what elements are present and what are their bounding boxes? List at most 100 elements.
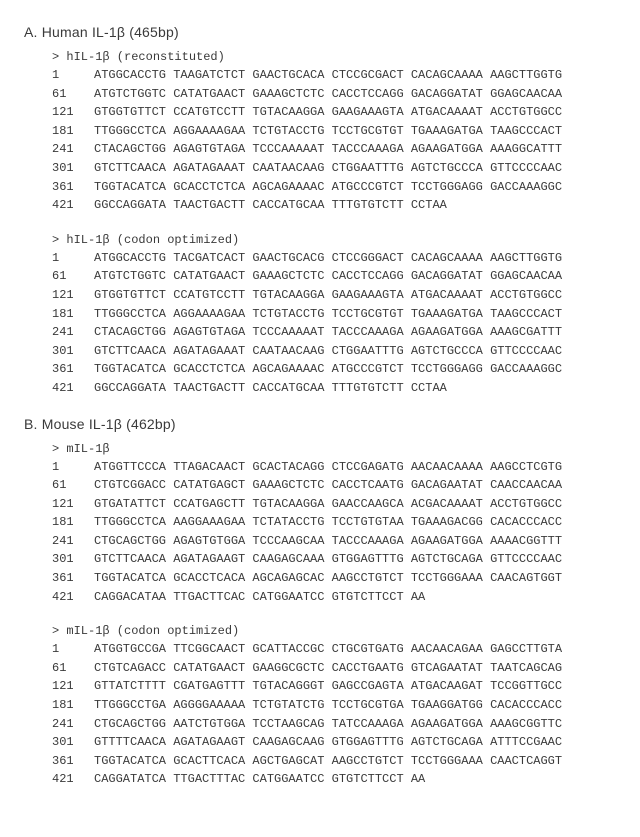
sequence-text: TGGTACATCA GCACCTCTCA AGCAGAAAAC ATGCCCG… — [94, 180, 562, 194]
sequence-text: ATGGCACCTG TACGATCACT GAACTGCACG CTCCGGG… — [94, 251, 562, 265]
sequence-position: 361 — [52, 178, 94, 197]
sequence-row: 301GTCTTCAACA AGATAGAAGT CAAGAGCAAA GTGG… — [52, 550, 616, 569]
sequence-text: TTGGGCCTCA AAGGAAAGAA TCTATACCTG TCCTGTG… — [94, 515, 562, 529]
sequence-text: TGGTACATCA GCACTTCACA AGCTGAGCAT AAGCCTG… — [94, 754, 562, 768]
sequence-position: 121 — [52, 677, 94, 696]
sequence-position: 361 — [52, 569, 94, 588]
sequence-position: 61 — [52, 476, 94, 495]
sequence-position: 421 — [52, 196, 94, 215]
sequence-text: ATGGCACCTG TAAGATCTCT GAACTGCACA CTCCGCG… — [94, 68, 562, 82]
sequence-text: CTGCAGCTGG AATCTGTGGA TCCTAAGCAG TATCCAA… — [94, 717, 562, 731]
sequence-row: 241CTACAGCTGG AGAGTGTAGA TCCCAAAAAT TACC… — [52, 323, 616, 342]
sequence-row: 181TTGGGCCTCA AGGAAAAGAA TCTGTACCTG TCCT… — [52, 122, 616, 141]
sequence-text: CTGCAGCTGG AGAGTGTGGA TCCCAAGCAA TACCCAA… — [94, 534, 562, 548]
sequence-text: ATGTCTGGTC CATATGAACT GAAAGCTCTC CACCTCC… — [94, 87, 562, 101]
sequence-position: 1 — [52, 640, 94, 659]
sequence-row: 301GTTTTCAACA AGATAGAAGT CAAGAGCAAG GTGG… — [52, 733, 616, 752]
sequence-block: > hIL-1β (reconstituted) 1ATGGCACCTG TAAG… — [52, 50, 616, 215]
sequence-text: GTCTTCAACA AGATAGAAAT CAATAACAAG CTGGAAT… — [94, 344, 562, 358]
sequence-text: GTTTTCAACA AGATAGAAGT CAAGAGCAAG GTGGAGT… — [94, 735, 562, 749]
sequence-row: 121GTGGTGTTCT CCATGTCCTT TGTACAAGGA GAAG… — [52, 103, 616, 122]
sequence-row: 361TGGTACATCA GCACCTCTCA AGCAGAAAAC ATGC… — [52, 360, 616, 379]
sequence-row: 361TGGTACATCA GCACCTCACA AGCAGAGCAC AAGC… — [52, 569, 616, 588]
sequence-row: 121GTGGTGTTCT CCATGTCCTT TGTACAAGGA GAAG… — [52, 286, 616, 305]
sequence-position: 421 — [52, 379, 94, 398]
sequence-row: 61CTGTCGGACC CATATGAGCT GAAAGCTCTC CACCT… — [52, 476, 616, 495]
sequence-row: 61ATGTCTGGTC CATATGAACT GAAAGCTCTC CACCT… — [52, 267, 616, 286]
sequence-position: 241 — [52, 140, 94, 159]
sequence-row: 1ATGGCACCTG TAAGATCTCT GAACTGCACA CTCCGC… — [52, 66, 616, 85]
sequence-text: ATGTCTGGTC CATATGAACT GAAAGCTCTC CACCTCC… — [94, 269, 562, 283]
sequence-position: 421 — [52, 770, 94, 789]
document-root: A. Human IL-1β (465bp) > hIL-1β (reconsti… — [24, 24, 616, 789]
sequence-position: 181 — [52, 696, 94, 715]
sequence-row: 61CTGTCAGACC CATATGAACT GAAGGCGCTC CACCT… — [52, 659, 616, 678]
sequence-name: > hIL-1β (codon optimized) — [52, 233, 616, 247]
sequence-text: TGGTACATCA GCACCTCTCA AGCAGAAAAC ATGCCCG… — [94, 362, 562, 376]
sequence-text: GTCTTCAACA AGATAGAAGT CAAGAGCAAA GTGGAGT… — [94, 552, 562, 566]
sequence-position: 121 — [52, 286, 94, 305]
sequence-position: 241 — [52, 323, 94, 342]
sequence-position: 61 — [52, 85, 94, 104]
sequence-position: 361 — [52, 752, 94, 771]
sequence-position: 1 — [52, 66, 94, 85]
sequence-row: 301GTCTTCAACA AGATAGAAAT CAATAACAAG CTGG… — [52, 159, 616, 178]
sequence-text: GTGGTGTTCT CCATGTCCTT TGTACAAGGA GAAGAAA… — [94, 105, 562, 119]
sequence-text: CTACAGCTGG AGAGTGTAGA TCCCAAAAAT TACCCAA… — [94, 325, 562, 339]
sequence-row: 421CAGGACATAA TTGACTTCAC CATGGAATCC GTGT… — [52, 588, 616, 607]
sequence-position: 1 — [52, 249, 94, 268]
sequence-text: ATGGTTCCCA TTAGACAACT GCACTACAGG CTCCGAG… — [94, 460, 562, 474]
sequence-position: 301 — [52, 733, 94, 752]
sequence-row: 241CTGCAGCTGG AGAGTGTGGA TCCCAAGCAA TACC… — [52, 532, 616, 551]
section-title: A. Human IL-1β (465bp) — [24, 24, 616, 40]
sequence-block: > hIL-1β (codon optimized) 1ATGGCACCTG TA… — [52, 233, 616, 398]
sequence-text: GTGGTGTTCT CCATGTCCTT TGTACAAGGA GAAGAAA… — [94, 288, 562, 302]
sequence-text: TTGGGCCTGA AGGGGAAAAA TCTGTATCTG TCCTGCG… — [94, 698, 562, 712]
sequence-text: CTGTCGGACC CATATGAGCT GAAAGCTCTC CACCTCA… — [94, 478, 562, 492]
sequence-position: 361 — [52, 360, 94, 379]
sequence-text: ATGGTGCCGA TTCGGCAACT GCATTACCGC CTGCGTG… — [94, 642, 562, 656]
sequence-row: 1ATGGCACCTG TACGATCACT GAACTGCACG CTCCGG… — [52, 249, 616, 268]
sequence-position: 1 — [52, 458, 94, 477]
sequence-row: 181TTGGGCCTCA AAGGAAAGAA TCTATACCTG TCCT… — [52, 513, 616, 532]
section-title: B. Mouse IL-1β (462bp) — [24, 416, 616, 432]
sequence-row: 241CTACAGCTGG AGAGTGTAGA TCCCAAAAAT TACC… — [52, 140, 616, 159]
sequence-row: 241CTGCAGCTGG AATCTGTGGA TCCTAAGCAG TATC… — [52, 715, 616, 734]
sequence-row: 1ATGGTTCCCA TTAGACAACT GCACTACAGG CTCCGA… — [52, 458, 616, 477]
sequence-row: 1ATGGTGCCGA TTCGGCAACT GCATTACCGC CTGCGT… — [52, 640, 616, 659]
sequence-text: GGCCAGGATA TAACTGACTT CACCATGCAA TTTGTGT… — [94, 381, 447, 395]
sequence-position: 181 — [52, 122, 94, 141]
sequence-row: 421CAGGATATCA TTGACTTTAC CATGGAATCC GTGT… — [52, 770, 616, 789]
sequence-name: > mIL-1β — [52, 442, 616, 456]
sequence-row: 121GTTATCTTTT CGATGAGTTT TGTACAGGGT GAGC… — [52, 677, 616, 696]
sequence-position: 301 — [52, 159, 94, 178]
sequence-text: TTGGGCCTCA AGGAAAAGAA TCTGTACCTG TCCTGCG… — [94, 307, 562, 321]
sequence-text: TGGTACATCA GCACCTCACA AGCAGAGCAC AAGCCTG… — [94, 571, 562, 585]
sequence-name: > mIL-1β (codon optimized) — [52, 624, 616, 638]
sequence-text: CAGGACATAA TTGACTTCAC CATGGAATCC GTGTCTT… — [94, 590, 425, 604]
sequence-name: > hIL-1β (reconstituted) — [52, 50, 616, 64]
sequence-position: 241 — [52, 715, 94, 734]
sequence-text: CTGTCAGACC CATATGAACT GAAGGCGCTC CACCTGA… — [94, 661, 562, 675]
sequence-block: > mIL-1β (codon optimized) 1ATGGTGCCGA TT… — [52, 624, 616, 789]
sequence-text: GTTATCTTTT CGATGAGTTT TGTACAGGGT GAGCCGA… — [94, 679, 562, 693]
sequence-position: 61 — [52, 659, 94, 678]
sequence-text: CAGGATATCA TTGACTTTAC CATGGAATCC GTGTCTT… — [94, 772, 425, 786]
sequence-text: TTGGGCCTCA AGGAAAAGAA TCTGTACCTG TCCTGCG… — [94, 124, 562, 138]
sequence-text: GTGATATTCT CCATGAGCTT TGTACAAGGA GAACCAA… — [94, 497, 562, 511]
sequence-row: 361TGGTACATCA GCACTTCACA AGCTGAGCAT AAGC… — [52, 752, 616, 771]
sequence-position: 61 — [52, 267, 94, 286]
sequence-row: 121GTGATATTCT CCATGAGCTT TGTACAAGGA GAAC… — [52, 495, 616, 514]
sequence-row: 421GGCCAGGATA TAACTGACTT CACCATGCAA TTTG… — [52, 196, 616, 215]
sequence-row: 181TTGGGCCTCA AGGAAAAGAA TCTGTACCTG TCCT… — [52, 305, 616, 324]
sequence-position: 181 — [52, 513, 94, 532]
sequence-text: CTACAGCTGG AGAGTGTAGA TCCCAAAAAT TACCCAA… — [94, 142, 562, 156]
sequence-position: 121 — [52, 103, 94, 122]
sequence-position: 301 — [52, 342, 94, 361]
sequence-row: 301GTCTTCAACA AGATAGAAAT CAATAACAAG CTGG… — [52, 342, 616, 361]
sequence-row: 361TGGTACATCA GCACCTCTCA AGCAGAAAAC ATGC… — [52, 178, 616, 197]
sequence-position: 301 — [52, 550, 94, 569]
sequence-row: 181TTGGGCCTGA AGGGGAAAAA TCTGTATCTG TCCT… — [52, 696, 616, 715]
sequence-row: 61ATGTCTGGTC CATATGAACT GAAAGCTCTC CACCT… — [52, 85, 616, 104]
sequence-position: 121 — [52, 495, 94, 514]
